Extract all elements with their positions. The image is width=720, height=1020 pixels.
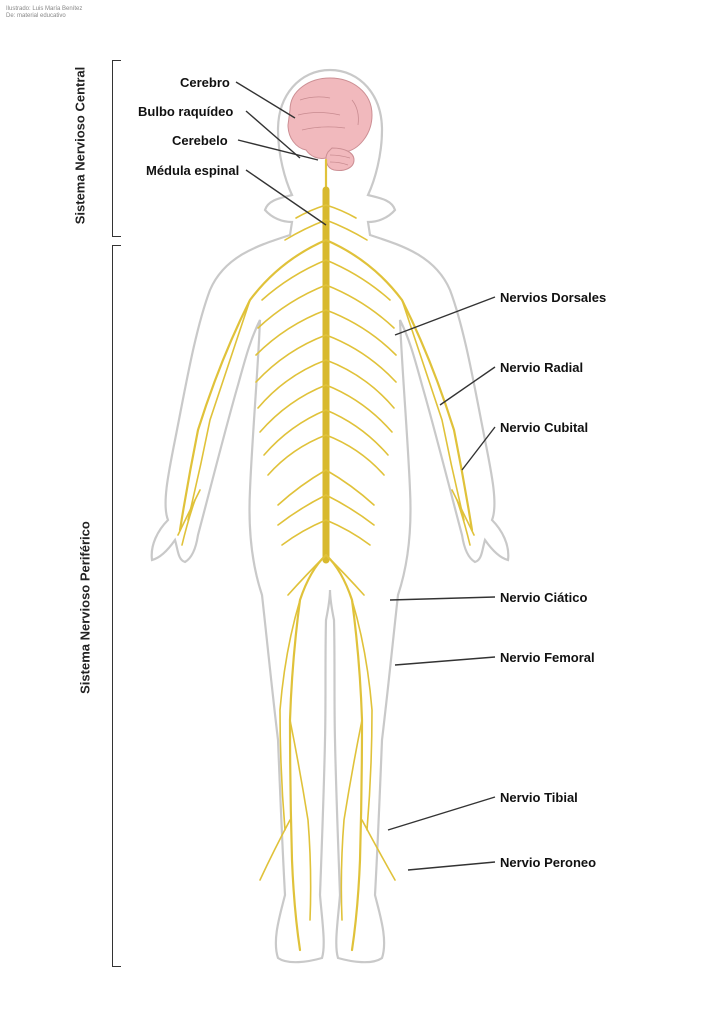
body-outline [152, 70, 509, 962]
anatomy-svg [0, 0, 720, 1020]
diagram-page: Ilustrado: Luis María Benítez De: materi… [0, 0, 720, 1020]
